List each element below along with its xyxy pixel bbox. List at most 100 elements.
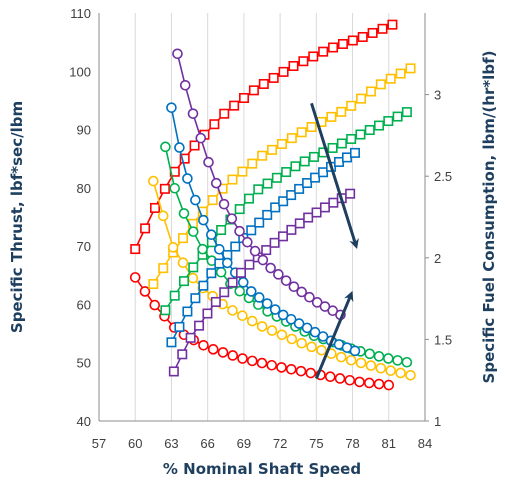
square-marker xyxy=(401,107,412,118)
square-marker xyxy=(387,19,398,30)
circle-marker xyxy=(157,210,169,222)
square-marker xyxy=(150,202,161,213)
square-marker xyxy=(385,73,396,84)
circle-marker xyxy=(293,318,305,329)
circle-marker xyxy=(227,350,239,361)
circle-marker xyxy=(285,363,297,375)
square-marker xyxy=(268,72,279,83)
square-marker xyxy=(303,212,314,223)
circle-marker xyxy=(197,243,208,255)
square-marker xyxy=(357,31,368,42)
square-marker xyxy=(269,237,280,248)
square-marker xyxy=(355,129,366,140)
circle-marker xyxy=(392,355,403,366)
square-marker xyxy=(383,116,394,127)
circle-marker xyxy=(316,344,327,356)
square-marker xyxy=(278,66,289,77)
circle-marker xyxy=(309,326,321,338)
square-marker xyxy=(236,267,247,278)
square-marker xyxy=(309,151,320,162)
square-marker xyxy=(258,78,269,89)
square-marker xyxy=(341,152,352,163)
square-marker xyxy=(364,125,375,136)
square-marker xyxy=(257,150,268,161)
series-8 xyxy=(168,188,356,377)
circle-marker xyxy=(187,272,199,284)
square-marker xyxy=(267,144,278,155)
circle-marker xyxy=(286,333,298,345)
square-marker xyxy=(185,332,196,343)
circle-marker xyxy=(363,377,375,389)
circle-marker xyxy=(395,367,406,379)
circle-marker xyxy=(311,297,323,308)
circle-marker xyxy=(226,213,238,224)
square-marker xyxy=(336,106,347,117)
square-marker xyxy=(159,183,170,194)
circle-marker xyxy=(296,286,307,298)
square-marker xyxy=(375,79,386,90)
square-marker xyxy=(365,86,376,97)
x-tick-label: 66 xyxy=(200,436,214,451)
circle-marker xyxy=(319,301,331,312)
left-y-tick-label: 90 xyxy=(77,123,91,138)
square-marker xyxy=(130,244,141,255)
square-marker xyxy=(178,233,189,244)
square-marker xyxy=(277,231,288,242)
circle-marker xyxy=(385,365,397,376)
square-marker xyxy=(278,196,289,207)
circle-marker xyxy=(296,337,308,349)
square-marker xyxy=(216,225,227,236)
square-marker xyxy=(286,224,297,235)
circle-marker xyxy=(269,304,281,315)
x-tick-label: 63 xyxy=(164,436,178,451)
square-marker xyxy=(276,138,287,149)
square-marker xyxy=(189,140,200,151)
square-marker xyxy=(310,172,321,183)
x-tick-label: 78 xyxy=(345,436,359,451)
circle-marker xyxy=(280,275,292,286)
circle-marker xyxy=(405,370,416,381)
circle-marker xyxy=(273,269,284,280)
square-marker xyxy=(244,259,255,270)
square-marker xyxy=(334,156,345,167)
circle-marker xyxy=(354,376,365,388)
x-tick-label: 57 xyxy=(92,436,106,451)
x-tick-label: 75 xyxy=(309,436,323,451)
circle-marker xyxy=(256,321,268,332)
right-y-tick-label: 1.5 xyxy=(434,332,452,347)
square-marker xyxy=(234,204,245,215)
square-marker xyxy=(318,167,329,178)
circle-marker xyxy=(237,277,249,288)
circle-marker xyxy=(261,298,273,309)
square-marker xyxy=(347,35,358,46)
circle-marker xyxy=(160,141,171,153)
circle-marker xyxy=(355,357,367,369)
square-marker xyxy=(227,277,238,288)
x-tick-label: 84 xyxy=(418,436,432,451)
square-marker xyxy=(327,142,338,153)
circle-marker xyxy=(317,331,329,342)
square-marker xyxy=(302,178,313,189)
square-marker xyxy=(298,56,309,67)
x-tick-label: 69 xyxy=(237,436,251,451)
series-layer xyxy=(129,19,416,391)
circle-marker xyxy=(198,214,209,226)
circle-marker xyxy=(365,360,377,371)
square-marker xyxy=(395,68,406,79)
square-marker xyxy=(254,217,265,228)
circle-marker xyxy=(401,356,413,368)
square-marker xyxy=(140,223,151,234)
square-marker xyxy=(374,120,385,131)
left-y-axis-title: Specific Thrust, lbf*sec/lbm xyxy=(8,101,26,333)
circle-marker xyxy=(301,322,313,334)
square-marker xyxy=(210,296,221,307)
square-marker xyxy=(271,172,282,183)
square-marker xyxy=(219,108,230,119)
square-marker xyxy=(262,178,273,189)
square-marker xyxy=(290,161,301,172)
circle-marker xyxy=(276,329,288,341)
circle-marker xyxy=(149,299,161,311)
square-marker xyxy=(174,321,185,332)
square-marker xyxy=(166,337,177,348)
